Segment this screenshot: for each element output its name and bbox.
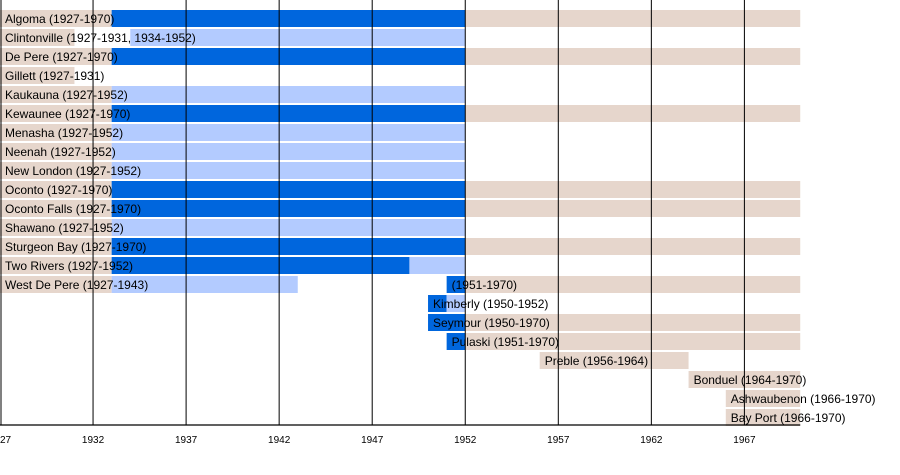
row-label: Oconto (1927-1970) (5, 183, 112, 197)
bar-segment (446, 276, 466, 293)
bar-segment (0, 181, 112, 198)
bar-segment (465, 333, 801, 350)
row-label: New London (1927-1952) (5, 164, 141, 178)
bar-segment (465, 314, 801, 331)
bar-segment (111, 10, 466, 27)
x-tick-label: 1947 (361, 435, 384, 446)
bar-segment (465, 105, 801, 122)
bar-segment (0, 29, 75, 46)
bar-segment (0, 162, 112, 179)
bar-segment (446, 333, 466, 350)
bar-segment (111, 143, 466, 160)
row-label: Clintonville (1927-1931, 1934-1952) (5, 31, 196, 45)
row-label: Sturgeon Bay (1927-1970) (5, 240, 146, 254)
bar-segment (446, 295, 466, 312)
x-tick-label: 1952 (454, 435, 477, 446)
bar-segment (0, 219, 112, 236)
row-label: Bonduel (1964-1970) (694, 373, 807, 387)
bar-segment (465, 48, 801, 65)
bar-segment (409, 257, 466, 274)
bar-segment (0, 105, 112, 122)
row-label: Kewaunee (1927-1970) (5, 107, 130, 121)
bar-segment (465, 200, 801, 217)
bar-segment (111, 86, 466, 103)
row-label: Ashwaubenon (1966-1970) (731, 392, 876, 406)
grid-layer (0, 0, 745, 425)
x-tick-label: 1932 (82, 435, 105, 446)
row-label: Shawano (1927-1952) (5, 221, 124, 235)
bar-segment (111, 219, 466, 236)
x-tick-label: 1957 (547, 435, 570, 446)
row-label: Pulaski (1951-1970) (452, 335, 559, 349)
row-label: Algoma (1927-1970) (5, 12, 114, 26)
row-label: Neenah (1927-1952) (5, 145, 116, 159)
bar-segment (465, 10, 801, 27)
bar-segment (428, 295, 447, 312)
bar-segment (111, 124, 466, 141)
bar-segment (0, 124, 112, 141)
row-label: West De Pere (1927-1943) (5, 278, 148, 292)
bar-segment (0, 48, 112, 65)
row-label: Oconto Falls (1927-1970) (5, 202, 141, 216)
bar-segment (130, 29, 466, 46)
bar-segment (111, 162, 466, 179)
bar-segment (0, 67, 75, 84)
bar-segment (111, 105, 466, 122)
row-label: Seymour (1950-1970) (433, 316, 550, 330)
bar-segment (465, 181, 801, 198)
bar-segment (465, 238, 801, 255)
bar-segment (111, 48, 466, 65)
row-label: De Pere (1927-1970) (5, 50, 118, 64)
x-tick-label: 1937 (175, 435, 198, 446)
bar-segment (0, 276, 112, 293)
bar-segment (111, 238, 466, 255)
bar-segment (0, 200, 112, 217)
bar-segment (0, 143, 112, 160)
bar-segment (0, 238, 112, 255)
x-tick-label: 1962 (640, 435, 663, 446)
row-label: Menasha (1927-1952) (5, 126, 123, 140)
bar-segment (428, 314, 466, 331)
bar-segment (0, 10, 112, 27)
bar-segment (0, 257, 112, 274)
x-tick-label: 1967 (733, 435, 756, 446)
row-label: (1951-1970) (452, 278, 517, 292)
bar-segment (0, 86, 112, 103)
x-tick-label: 1927 (0, 435, 12, 446)
bar-segment (111, 257, 410, 274)
labels-layer: Algoma (1927-1970) Clintonville (1927-193… (5, 12, 876, 425)
bars-layer (0, 10, 801, 426)
bar-segment (111, 181, 466, 198)
row-label: Kaukauna (1927-1952) (5, 88, 128, 102)
x-axis: 1927 1932 1937 1942 1947 1952 1957 1962 1967 (0, 424, 801, 446)
x-tick-label: 1942 (268, 435, 291, 446)
bar-segment (111, 276, 298, 293)
row-label: Two Rivers (1927-1952) (5, 259, 133, 273)
row-label: Bay Port (1966-1970) (731, 411, 846, 425)
row-label: Gillett (1927-1931) (5, 69, 104, 83)
row-label: Kimberly (1950-1952) (433, 297, 548, 311)
row-label: Preble (1956-1964) (545, 354, 648, 368)
bar-segment (465, 276, 801, 293)
bar-segment (111, 200, 466, 217)
